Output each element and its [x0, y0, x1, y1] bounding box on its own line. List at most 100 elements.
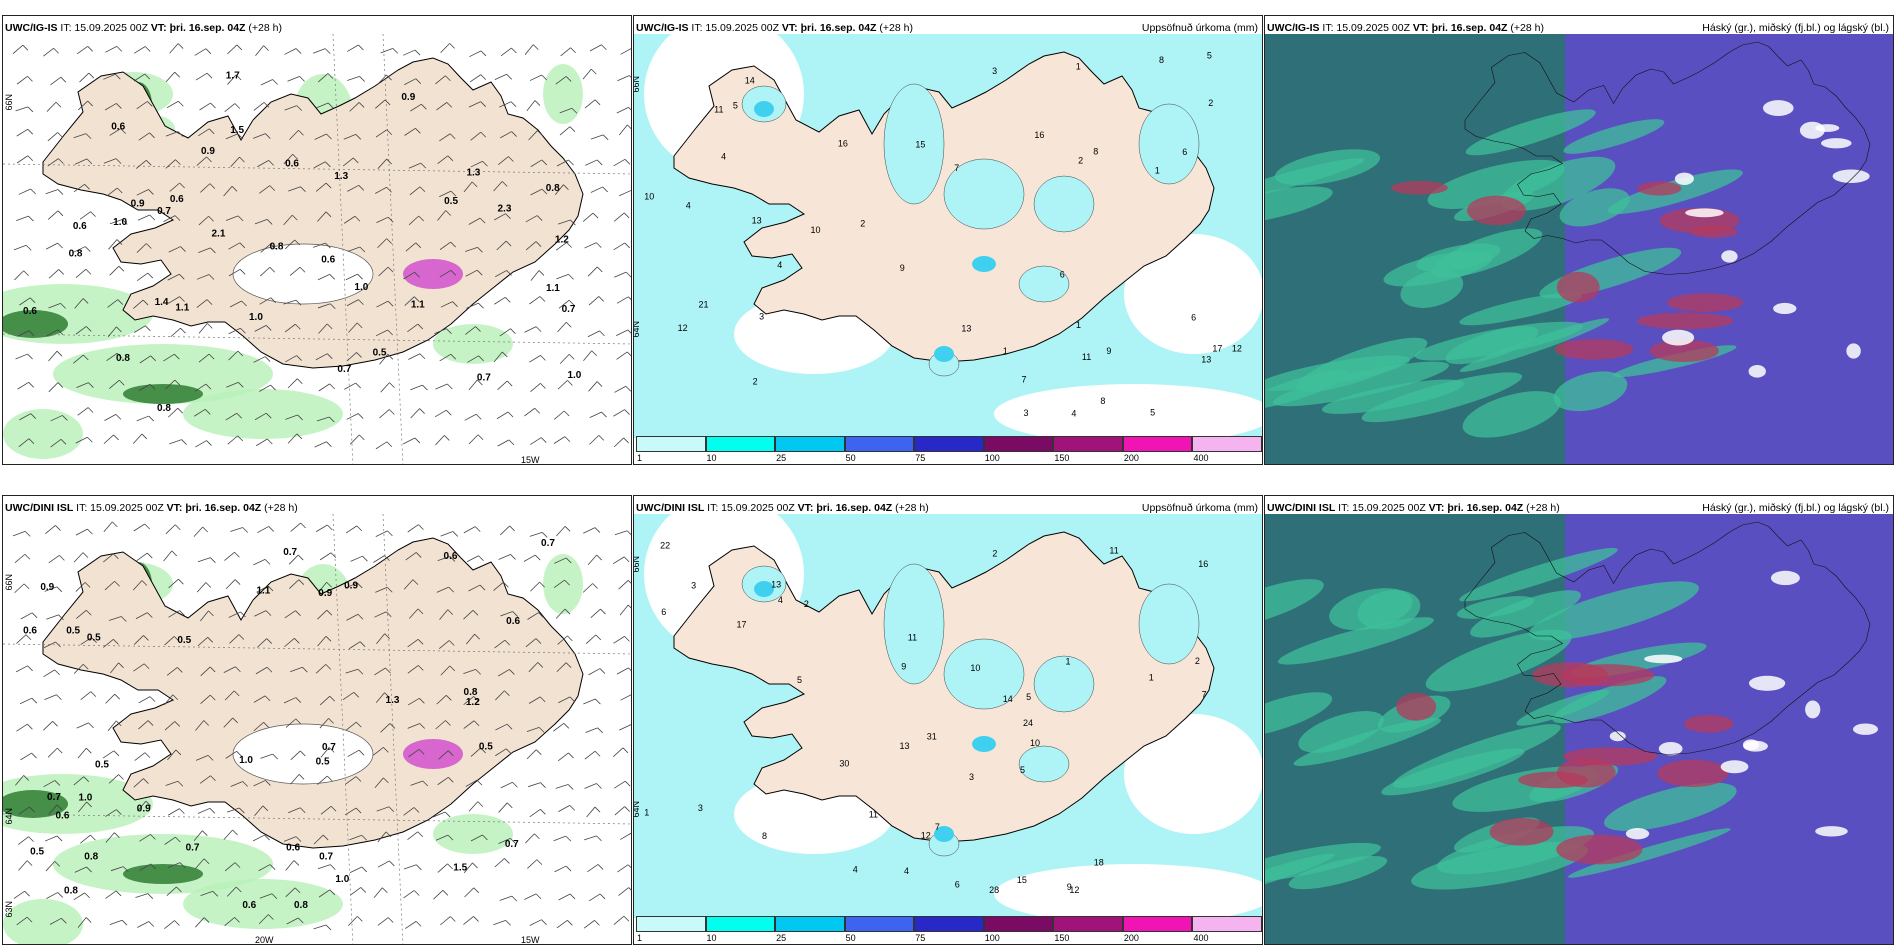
- precip-value-label: 14: [1003, 694, 1013, 704]
- precip-value-label: 2: [1078, 156, 1083, 166]
- colorbar-tick: 50: [845, 933, 856, 943]
- wind-value-label: 0.9: [401, 92, 415, 103]
- precip-value-label: 4: [686, 200, 691, 210]
- precip-map: 1241135221714152418161310127930312851123…: [634, 514, 1262, 918]
- colorbar-swatch: [844, 916, 915, 932]
- cloud-map: [1265, 34, 1893, 464]
- valid-time: þri. 16.sep. 04Z: [185, 502, 262, 514]
- precip-cells: [741, 83, 1200, 377]
- valid-label: VT:: [797, 502, 814, 514]
- wind-value-label: 0.5: [66, 626, 80, 637]
- colorbar-swatch: [1122, 436, 1193, 452]
- iceland-coastline: [1464, 41, 1871, 275]
- wind-value-label: 0.8: [64, 886, 78, 897]
- precip-value-label: 1: [1076, 320, 1081, 330]
- precip-colorbar: 1 10 25 50 75 100 150 200 400: [636, 436, 1262, 464]
- valid-label: VT:: [1428, 502, 1445, 514]
- colorbar-swatch: [914, 916, 984, 932]
- wind-value-label: 0.7: [541, 538, 555, 549]
- colorbar-swatch: [844, 436, 915, 452]
- wind-value-label: 0.6: [242, 900, 256, 911]
- precip-value-label: 1: [1066, 657, 1071, 667]
- precip-value-label: 5: [1150, 408, 1155, 418]
- precip-value-label: 3: [691, 580, 696, 590]
- precip-value-label: 31: [927, 731, 937, 741]
- colorbar-swatch: [1192, 436, 1262, 452]
- colorbar-tick: 75: [915, 933, 926, 943]
- wind-value-labels: 0.61.30.90.71.01.10.61.11.70.80.60.71.40…: [23, 71, 582, 414]
- precip-value-label: 4: [853, 865, 858, 875]
- magenta-cell: [403, 259, 463, 289]
- lat-label-64: 64N: [633, 321, 641, 338]
- precip-value-label: 10: [970, 663, 980, 673]
- lat-label-66: 66N: [633, 556, 641, 573]
- precip-value-label: 2: [992, 548, 997, 558]
- precip-value-label: 11: [1082, 352, 1091, 362]
- init-time: IT: 15.09.2025 00Z: [707, 502, 795, 514]
- precip-value-label: 2: [804, 599, 809, 609]
- precip-value-label: 12: [1232, 344, 1242, 354]
- precip-value-label: 1: [1149, 673, 1154, 683]
- precip-value-label: 7: [954, 163, 959, 173]
- panel-header: UWC/DINI ISL IT: 15.09.2025 00Z VT: þri.…: [5, 502, 298, 514]
- wind-value-label: 0.7: [157, 206, 171, 217]
- colorbar-tick: 10: [706, 933, 717, 943]
- lon-label-15w: 15W: [521, 455, 540, 465]
- wind-value-label: 0.8: [84, 852, 98, 863]
- wind-value-label: 0.8: [294, 900, 308, 911]
- wind-value-label: 0.5: [177, 635, 191, 646]
- precip-value-label: 16: [1198, 559, 1208, 569]
- valid-label: VT:: [1412, 22, 1429, 34]
- precip-title: Uppsöfnuð úrkoma (mm): [1141, 502, 1258, 514]
- precip-value-label: 5: [1020, 765, 1025, 775]
- precip-value-label: 12: [1069, 885, 1079, 895]
- colorbar-tick: 200: [1123, 933, 1139, 943]
- precip-value-label: 6: [1191, 312, 1196, 322]
- colorbar-swatch: [1053, 916, 1123, 932]
- wind-value-label: 1.0: [249, 312, 263, 323]
- precip-value-label: 28: [989, 885, 999, 895]
- wind-value-label: 2.1: [212, 228, 226, 239]
- colorbar-tick: 200: [1123, 453, 1139, 463]
- colorbar-tick: 1: [637, 453, 643, 463]
- wind-value-label: 0.8: [116, 353, 130, 364]
- colorbar-tick: 50: [845, 453, 856, 463]
- colorbar-swatch: [983, 436, 1054, 452]
- panel-header: UWC/DINI ISL IT: 15.09.2025 00Z VT: þri.…: [1267, 502, 1560, 514]
- iceland-coastline: [1464, 521, 1871, 755]
- precip-value-label: 18: [1094, 857, 1104, 867]
- precip-colorbar: 1 10 25 50 75 100 150 200 400: [636, 916, 1262, 944]
- panel-wind-row2: UWC/DINI ISL IT: 15.09.2025 00Z VT: þri.…: [2, 495, 632, 945]
- wind-value-label: 0.8: [157, 403, 171, 414]
- lead-time: (+28 h): [1526, 502, 1560, 514]
- precip-value-label: 6: [1182, 147, 1187, 157]
- wind-value-label: 0.7: [186, 843, 200, 854]
- precip-value-label: 9: [900, 263, 905, 273]
- wind-value-label: 0.9: [344, 580, 358, 591]
- wind-value-label: 1.7: [226, 71, 240, 82]
- precip-value-label: 5: [1207, 51, 1212, 61]
- precip-value-label: 17: [1212, 343, 1222, 353]
- wind-value-label: 0.9: [131, 198, 145, 209]
- wind-value-label: 0.6: [506, 616, 520, 627]
- precip-value-label: 4: [904, 866, 909, 876]
- precip-value-label: 2: [1208, 98, 1213, 108]
- precip-value-label: 5: [797, 675, 802, 685]
- wind-value-label: 1.0: [239, 755, 253, 766]
- wind-value-label: 0.7: [562, 304, 576, 315]
- colorbar-tick: 25: [776, 453, 787, 463]
- wind-value-label: 0.5: [444, 196, 458, 207]
- precip-value-label: 11: [714, 104, 723, 114]
- wind-value-label: 2.3: [498, 204, 512, 215]
- iceland-coastline: [42, 537, 584, 849]
- magenta-cell: [403, 739, 463, 769]
- lat-label-64: 64N: [4, 808, 14, 825]
- init-time: IT: 15.09.2025 00Z: [1338, 502, 1426, 514]
- lat-label-66: 66N: [633, 76, 641, 93]
- wind-value-label: 0.9: [40, 582, 54, 593]
- precip-value-label: 4: [1071, 409, 1076, 419]
- precip-value-label: 8: [1093, 146, 1098, 156]
- precip-value-label: 6: [1060, 270, 1065, 280]
- wind-value-label: 0.6: [23, 306, 37, 317]
- colorbar-swatch: [705, 916, 776, 932]
